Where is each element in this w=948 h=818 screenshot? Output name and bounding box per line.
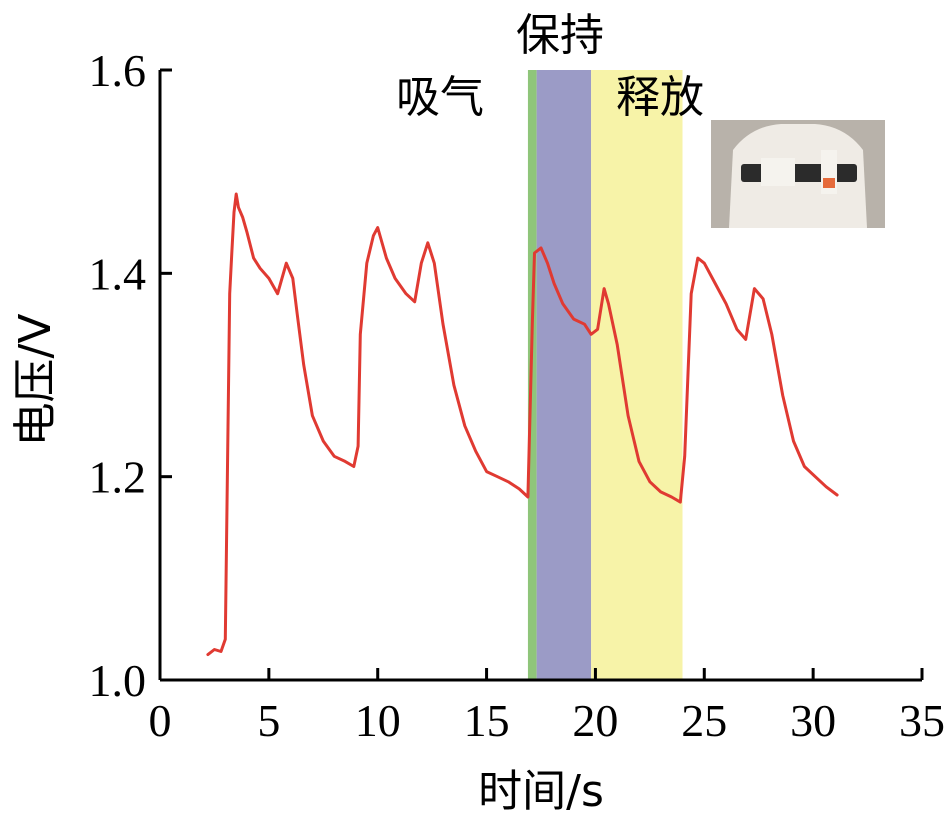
phase-band-2 [536,70,592,680]
phase-bands [527,70,683,680]
phase-label-3: 释放 [616,72,704,123]
sensor-connector [823,178,835,188]
y-tick-label-3: 1.6 [89,45,147,96]
sensor-chip [795,164,817,180]
inset-photo [711,120,885,228]
phase-label-1: 吸气 [396,72,484,123]
series-group [206,192,839,657]
y-ticks: 1.0 1.2 1.4 1.6 [89,45,172,706]
x-tick-label-3: 15 [464,695,510,746]
x-axis-label: 时间/s [478,766,604,817]
x-tick-label-7: 35 [899,695,945,746]
sensor-patch-left [761,158,795,186]
x-tick-label-0: 0 [149,695,172,746]
x-ticks: 0 5 10 15 20 25 30 35 [149,668,945,746]
x-tick-label-6: 30 [790,695,836,746]
phase-label-2: 保持 [516,10,604,61]
y-tick-label-0: 1.0 [89,655,147,706]
axes [158,70,922,682]
y-tick-label-2: 1.4 [89,248,147,299]
phase-band-3 [591,70,683,680]
y-tick-label-1: 1.2 [89,452,147,503]
x-tick-label-4: 20 [572,695,618,746]
x-tick-label-1: 5 [257,695,280,746]
y-axis-label: 电压/V [10,314,61,447]
x-tick-label-5: 25 [681,695,727,746]
x-tick-label-2: 10 [355,695,401,746]
series-line-1 [206,192,839,657]
